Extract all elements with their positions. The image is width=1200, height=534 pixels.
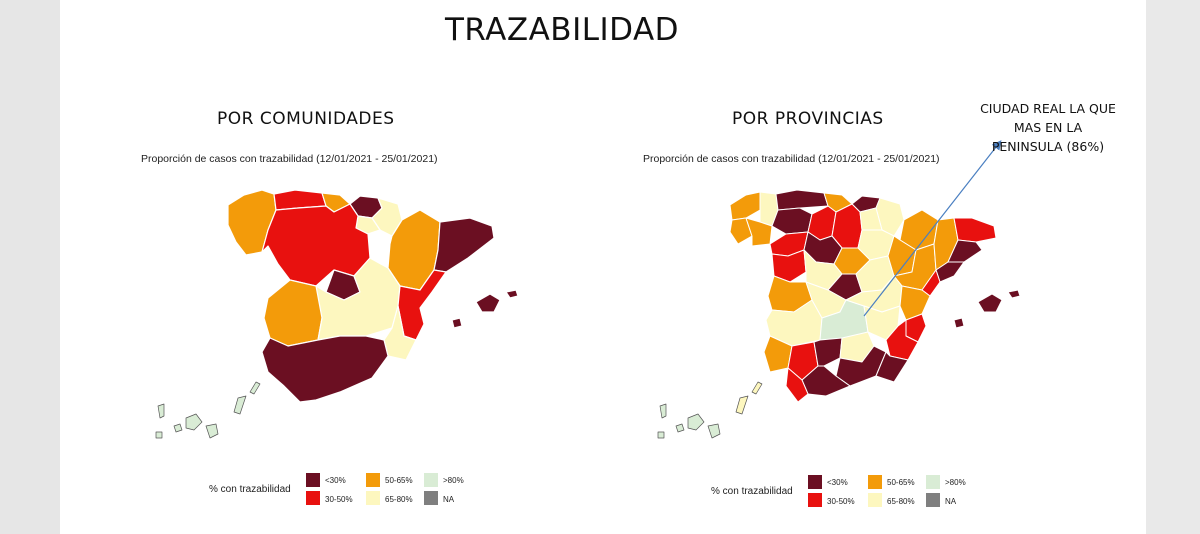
annotation-arrow (863, 140, 1002, 317)
slide-title: TRAZABILIDAD (444, 12, 680, 48)
prov-leon (771, 207, 813, 235)
prov-pontevedra (729, 217, 753, 245)
swatch-30-50 (808, 493, 822, 507)
legend-label-50-65: 50-65% (385, 476, 413, 485)
annotation-line-2: MAS EN LA (1013, 120, 1083, 135)
legend-label-50-65: 50-65% (887, 478, 915, 487)
region-baleares (475, 293, 501, 313)
region-menorca (505, 289, 519, 299)
swatch-65-80 (366, 491, 380, 505)
region-navarra (371, 197, 403, 237)
legend-label-30-50: 30-50% (827, 497, 855, 506)
region-canarias (155, 381, 261, 439)
swatch-lt30 (306, 473, 320, 487)
heading-comunidades: POR COMUNIDADES (217, 109, 395, 129)
swatch-gt80 (926, 475, 940, 489)
prov-barcelona (947, 239, 983, 263)
swatch-30-50 (306, 491, 320, 505)
legend-label-na: NA (443, 495, 455, 504)
legend-label-lt30: <30% (325, 476, 346, 485)
legend-label-lt30: <30% (827, 478, 848, 487)
prov-almeria (875, 351, 909, 383)
annotation-ciudad-real: CIUDAD REAL LA QUE MAS EN LA PENINSULA (… (968, 99, 1128, 156)
swatch-50-65 (366, 473, 380, 487)
prov-malaga (801, 365, 851, 397)
prov-asturias (775, 189, 829, 211)
heading-provincias: POR PROVINCIAS (732, 109, 884, 129)
prov-canarias (657, 381, 763, 439)
window-edge (1146, 0, 1200, 534)
swatch-65-80 (868, 493, 882, 507)
chart-title-provincias: Proporción de casos con trazabilidad (12… (643, 153, 940, 165)
legend-label-gt80: >80% (443, 476, 464, 485)
swatch-na (424, 491, 438, 505)
prov-a-coruna (729, 191, 761, 221)
slide (60, 0, 1146, 534)
region-valencia (397, 269, 447, 341)
region-castilla-leon (261, 203, 371, 287)
legend-label-65-80: 65-80% (887, 497, 915, 506)
swatch-na (926, 493, 940, 507)
prov-cadiz (785, 367, 809, 403)
prov-mallorca (977, 293, 1003, 313)
chart-title-comunidades: Proporción de casos con trazabilidad (12… (141, 153, 438, 165)
legend-label-na: NA (945, 497, 957, 506)
region-ibiza (451, 317, 463, 329)
annotation-line-3: PENINSULA (86%) (991, 139, 1105, 154)
swatch-lt30 (808, 475, 822, 489)
prov-cordoba (813, 337, 843, 367)
legend-title-comunidades: % con trazabilidad (209, 484, 291, 495)
legend-label-30-50: 30-50% (325, 495, 353, 504)
region-cataluna (433, 217, 495, 273)
map-provincias (657, 189, 1021, 439)
prov-girona (953, 217, 997, 243)
prov-tarragona (935, 261, 965, 283)
legend-title-provincias: % con trazabilidad (711, 486, 793, 497)
annotation-line-1: CIUDAD REAL LA QUE (980, 101, 1116, 116)
map-comunidades (155, 189, 519, 439)
prov-huelva (763, 335, 793, 373)
prov-ibiza (953, 317, 965, 329)
prov-menorca (1007, 289, 1021, 299)
swatch-gt80 (424, 473, 438, 487)
legend-label-gt80: >80% (945, 478, 966, 487)
legend-label-65-80: 65-80% (385, 495, 413, 504)
region-andalucia (261, 335, 389, 403)
swatch-50-65 (868, 475, 882, 489)
